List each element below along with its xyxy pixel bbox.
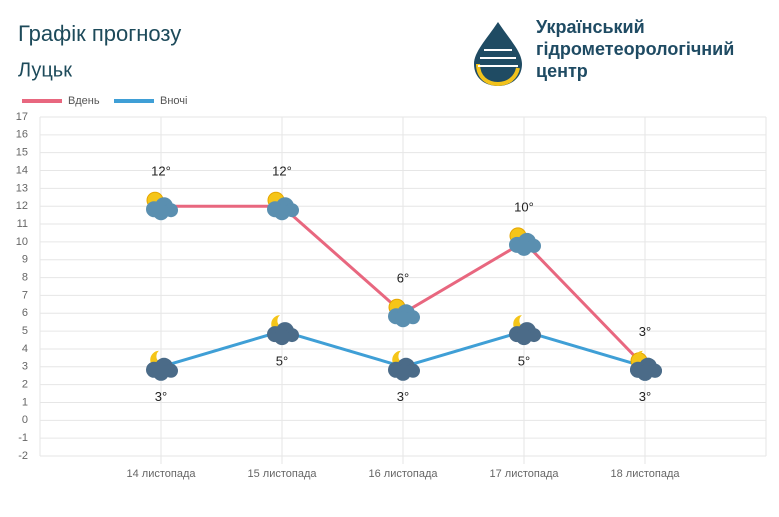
cloud xyxy=(395,311,411,328)
chart-subtitle: Луцьк xyxy=(18,59,72,81)
weather-icon xyxy=(146,350,178,381)
y-tick-label: 4 xyxy=(22,343,28,355)
y-tick-label: 1 xyxy=(22,396,28,408)
data-label: 12° xyxy=(272,164,292,179)
chart-title: Графік прогнозу xyxy=(18,21,181,46)
y-tick-label: 16 xyxy=(16,129,28,141)
y-tick-label: 5 xyxy=(22,325,28,337)
y-tick-label: 10 xyxy=(16,236,28,248)
data-label: 5° xyxy=(276,354,288,369)
weather-icon xyxy=(388,298,420,328)
data-label: 3° xyxy=(639,389,651,404)
weather-icon xyxy=(388,350,420,381)
y-tick-label: 11 xyxy=(17,218,28,230)
y-tick-label: -1 xyxy=(18,432,28,444)
cloud xyxy=(153,364,169,381)
y-tick-label: 13 xyxy=(16,182,28,194)
weather-icon xyxy=(267,191,299,221)
y-tick-label: 6 xyxy=(22,307,28,319)
x-tick-label: 15 листопада xyxy=(248,468,318,480)
y-tick-label: 3 xyxy=(22,361,28,373)
cloud xyxy=(274,329,290,346)
logo-text: гідрометеорологічний xyxy=(536,39,734,59)
data-label: 12° xyxy=(151,164,171,179)
x-tick-label: 18 листопада xyxy=(611,468,681,480)
weather-icon xyxy=(509,227,541,256)
weather-icon xyxy=(509,315,541,346)
y-tick-label: 7 xyxy=(22,289,28,301)
y-tick-label: -2 xyxy=(18,450,28,462)
y-tick-label: 0 xyxy=(22,414,28,426)
y-tick-label: 9 xyxy=(22,254,28,266)
logo-text: Український xyxy=(536,17,645,37)
cloud xyxy=(274,204,290,221)
x-tick-label: 14 листопада xyxy=(127,468,197,480)
data-label: 6° xyxy=(397,271,409,286)
y-tick-label: 14 xyxy=(16,164,28,176)
logo-text: центр xyxy=(536,61,588,81)
y-tick-label: 2 xyxy=(22,379,28,391)
y-tick-label: 17 xyxy=(16,111,28,123)
weather-icon xyxy=(630,350,662,381)
y-tick-label: 12 xyxy=(16,200,28,212)
cloud xyxy=(153,204,169,221)
y-tick-label: 15 xyxy=(16,147,28,159)
x-tick-label: 16 листопада xyxy=(369,468,439,480)
cloud xyxy=(395,364,411,381)
data-label: 3° xyxy=(155,389,167,404)
cloud xyxy=(516,239,532,256)
logo: Український гідрометеорологічний центр xyxy=(474,17,734,87)
cloud xyxy=(516,329,532,346)
weather-icon xyxy=(267,315,299,346)
cloud xyxy=(637,364,653,381)
data-label: 3° xyxy=(397,389,409,404)
data-label: 3° xyxy=(639,324,651,339)
y-tick-label: 8 xyxy=(22,271,28,283)
data-label: 10° xyxy=(514,199,534,214)
legend-label: Вночі xyxy=(160,95,187,107)
legend-label: Вдень xyxy=(68,95,100,107)
data-label: 5° xyxy=(518,354,530,369)
x-tick-label: 17 листопада xyxy=(490,468,560,480)
weather-icon xyxy=(146,191,178,221)
